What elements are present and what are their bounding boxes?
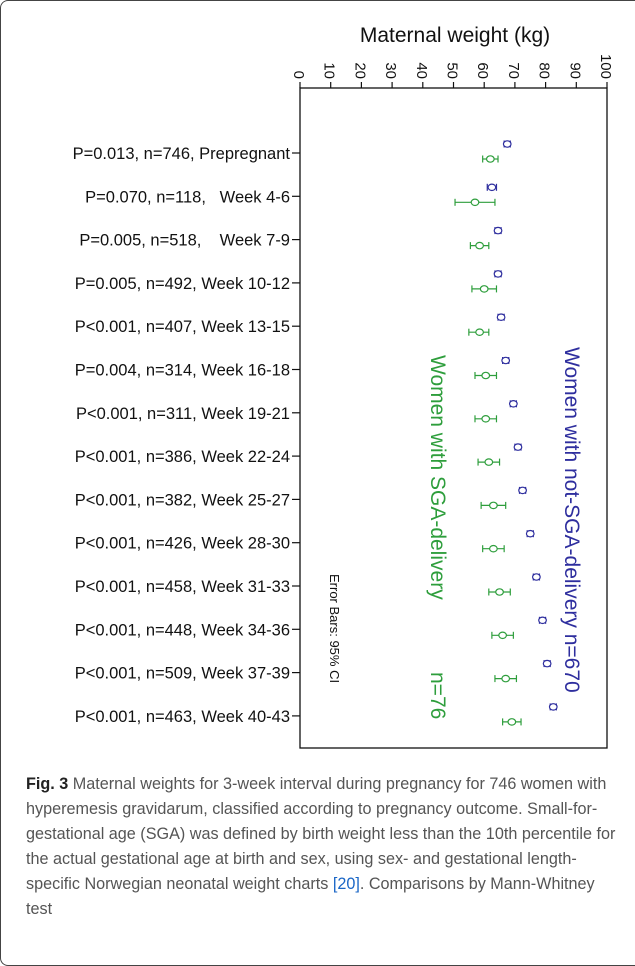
data-point bbox=[502, 140, 512, 148]
y-category-label: P=0.005, n=492, Week 10-12 bbox=[75, 275, 290, 293]
x-tick-label: 20 bbox=[351, 62, 368, 79]
data-point bbox=[496, 313, 506, 322]
x-tick-label: 50 bbox=[444, 62, 461, 79]
x-tick-label: 60 bbox=[474, 62, 491, 79]
data-point bbox=[507, 718, 517, 726]
x-tick-label: 90 bbox=[566, 62, 583, 79]
data-point bbox=[489, 501, 498, 510]
data-point bbox=[487, 183, 497, 192]
data-point bbox=[508, 399, 518, 408]
y-category-label: P<0.001, n=458, Week 31-33 bbox=[75, 578, 290, 596]
figure-label: Fig. 3 bbox=[26, 775, 69, 793]
data-point bbox=[470, 198, 480, 207]
data-point bbox=[498, 631, 508, 640]
data-point bbox=[493, 226, 503, 235]
y-category-label: P=0.005, n=518, Week 7-9 bbox=[79, 232, 290, 250]
data-point bbox=[531, 573, 541, 581]
data-point bbox=[485, 155, 495, 163]
data-point bbox=[518, 486, 527, 495]
y-category-label: P<0.001, n=426, Week 28-30 bbox=[75, 535, 290, 553]
data-point bbox=[481, 371, 491, 380]
y-category-label: P=0.070, n=118, Week 4-6 bbox=[85, 188, 290, 206]
data-point bbox=[495, 588, 504, 596]
data-point bbox=[479, 285, 489, 293]
y-category-label: P<0.001, n=448, Week 34-36 bbox=[75, 621, 290, 639]
data-point bbox=[548, 703, 558, 711]
data-point bbox=[538, 616, 547, 625]
y-category-label: P<0.001, n=382, Week 25-27 bbox=[75, 491, 290, 509]
data-point bbox=[475, 241, 484, 250]
x-axis-title: Maternal weight (kg) bbox=[360, 24, 550, 47]
x-tick-label: 0 bbox=[290, 71, 307, 79]
y-category-label: P<0.001, n=509, Week 37-39 bbox=[75, 665, 290, 683]
data-point bbox=[481, 414, 491, 423]
x-tick-label: 10 bbox=[321, 62, 338, 79]
x-tick-label: 30 bbox=[382, 62, 399, 79]
reference-link[interactable]: [20] bbox=[332, 875, 360, 893]
data-point bbox=[493, 270, 503, 278]
data-point bbox=[489, 544, 498, 553]
data-point bbox=[484, 458, 494, 466]
sga-series-label: Women with SGA-delivery bbox=[426, 355, 449, 600]
data-point bbox=[542, 659, 552, 668]
sga-series-count: n=76 bbox=[426, 672, 449, 719]
y-category-label: P=0.004, n=314, Week 16-18 bbox=[75, 362, 290, 380]
data-point bbox=[501, 674, 511, 683]
data-point bbox=[525, 529, 535, 538]
y-category-label: P<0.001, n=386, Week 22-24 bbox=[75, 448, 290, 466]
error-bars-note: Error Bars: 95% CI bbox=[327, 574, 342, 683]
data-point bbox=[513, 443, 523, 451]
x-tick-label: 40 bbox=[413, 62, 430, 79]
y-category-label: P<0.001, n=311, Week 19-21 bbox=[76, 405, 290, 423]
data-point bbox=[501, 356, 511, 365]
not-sga-series-label: Women with not-SGA-delivery n=670 bbox=[560, 347, 583, 693]
x-tick-label: 100 bbox=[597, 54, 614, 79]
caption-text-end: . Comparisons by Mann-Whitney test bbox=[26, 875, 595, 918]
weight-chart: 0 10 20 30 40 50 60 70 80 90 100 P=0.013, n=746, Pr… bbox=[73, 24, 614, 749]
y-category-label: P<0.001, n=463, Week 40-43 bbox=[75, 708, 290, 726]
data-point bbox=[475, 328, 484, 337]
y-category-label: P=0.013, n=746, Prepregnant bbox=[73, 145, 291, 163]
figure-caption: Fig. 3 Maternal weights for 3-week inter… bbox=[26, 772, 616, 922]
y-category-label: P<0.001, n=407, Week 13-15 bbox=[75, 318, 290, 336]
x-tick-label: 80 bbox=[536, 62, 553, 79]
x-tick-label: 70 bbox=[505, 62, 522, 79]
caption-text: Maternal weights for 3-week interval dur… bbox=[26, 775, 616, 893]
